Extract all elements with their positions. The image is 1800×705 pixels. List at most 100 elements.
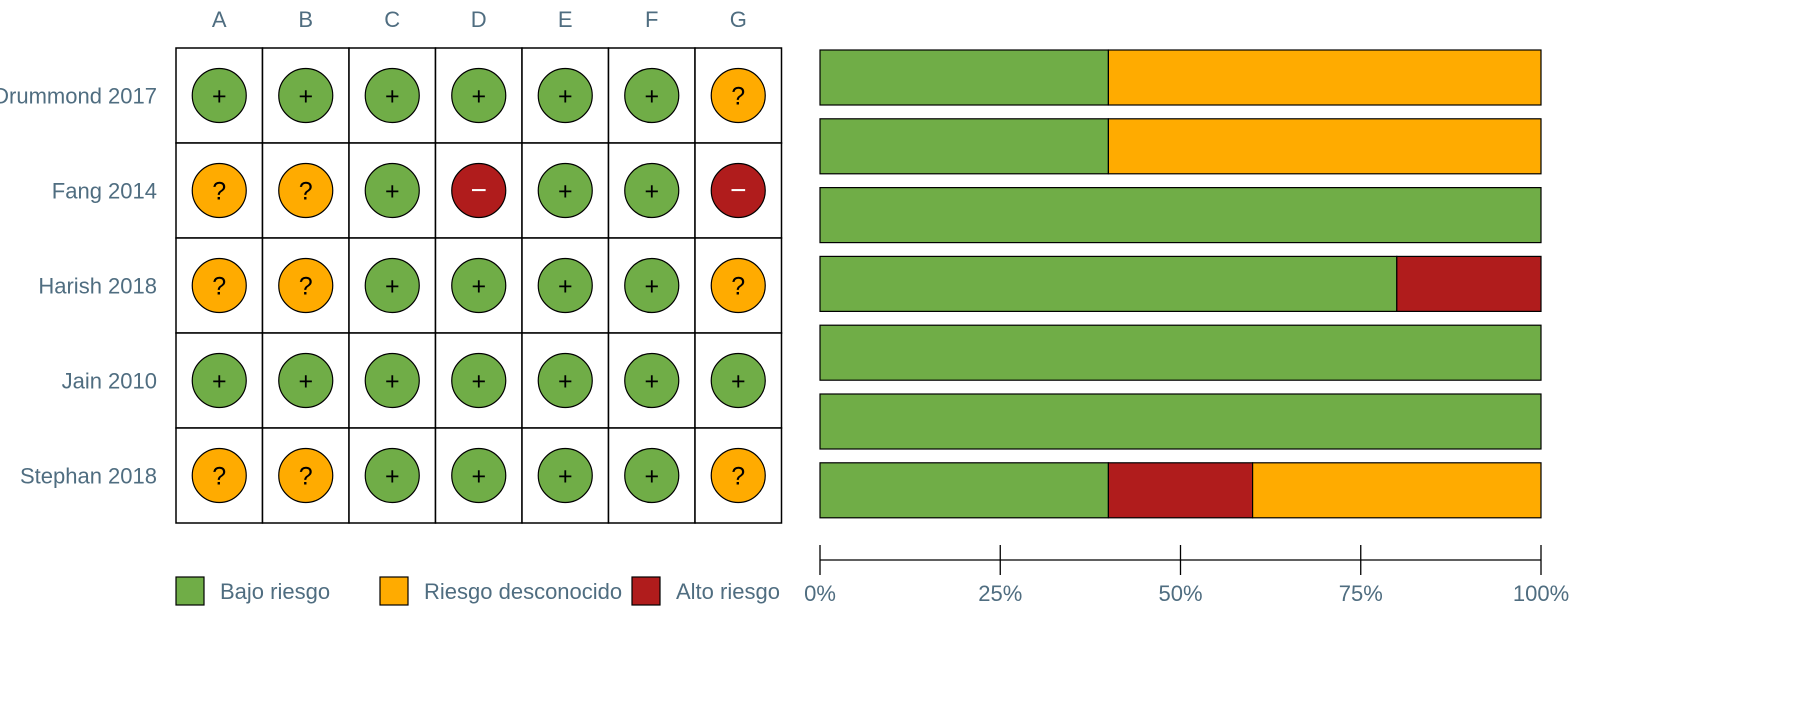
judgement-symbol: + xyxy=(471,83,486,111)
judgement-low-circle xyxy=(624,352,680,409)
judgement-unclear-circle xyxy=(191,447,247,504)
legend-label: Alto riesgo xyxy=(676,579,780,604)
bar-segment-high xyxy=(1396,255,1542,312)
judgement-low-circle xyxy=(624,447,680,504)
judgement-symbol: + xyxy=(298,83,313,111)
judgement-unclear-circle xyxy=(710,67,766,124)
judgement-low-circle xyxy=(278,352,334,409)
judgement-symbol: ? xyxy=(731,83,745,111)
judgement-symbol: ? xyxy=(212,463,226,491)
judgement-unclear-circle xyxy=(278,162,334,219)
judgement-symbol: + xyxy=(644,178,659,206)
domain-header: B xyxy=(298,7,313,32)
judgement-symbol: + xyxy=(212,83,227,111)
bar-segment-low xyxy=(819,462,1109,519)
bar-segment-unclear xyxy=(1107,49,1542,106)
judgement-high-circle xyxy=(451,162,507,219)
judgement-low-circle xyxy=(191,67,247,124)
judgement-low-circle xyxy=(364,352,420,409)
bar-segment-low xyxy=(819,324,1542,381)
judgement-low-circle xyxy=(451,447,507,504)
bar-segment-unclear xyxy=(1251,462,1542,519)
judgement-symbol: ? xyxy=(299,178,313,206)
judgement-low-circle xyxy=(364,162,420,219)
judgement-symbol: + xyxy=(644,368,659,396)
legend-swatch-unclear xyxy=(379,576,409,606)
judgement-symbol: + xyxy=(471,368,486,396)
judgement-symbol: + xyxy=(558,178,573,206)
judgement-low-circle xyxy=(624,162,680,219)
study-label: Stephan 2018 xyxy=(20,464,157,489)
judgement-low-circle xyxy=(451,67,507,124)
domain-header: D xyxy=(471,7,487,32)
judgement-low-circle xyxy=(191,352,247,409)
judgement-low-circle xyxy=(451,257,507,314)
judgement-symbol: + xyxy=(644,83,659,111)
legend-swatch-high xyxy=(631,576,661,606)
judgement-symbol: + xyxy=(471,273,486,301)
domain-header: F xyxy=(645,7,658,32)
judgement-low-circle xyxy=(364,447,420,504)
judgement-symbol: ? xyxy=(731,463,745,491)
judgement-unclear-circle xyxy=(191,257,247,314)
judgement-symbol: + xyxy=(212,368,227,396)
bar-segment-low xyxy=(819,49,1109,106)
bar-segment-low xyxy=(819,255,1398,312)
judgement-symbol: + xyxy=(558,83,573,111)
bar-segment-low xyxy=(819,118,1109,175)
judgement-symbol: + xyxy=(644,273,659,301)
judgement-symbol: ? xyxy=(299,463,313,491)
judgement-low-circle xyxy=(537,447,593,504)
judgement-unclear-circle xyxy=(191,162,247,219)
study-label: Drummond 2017 xyxy=(0,84,157,109)
judgement-symbol: + xyxy=(644,463,659,491)
judgement-low-circle xyxy=(537,352,593,409)
bar-segment-high xyxy=(1107,462,1254,519)
study-label: Fang 2014 xyxy=(52,179,157,204)
judgement-symbol: ? xyxy=(212,178,226,206)
x-tick-label: 100% xyxy=(1513,581,1569,606)
judgement-symbol: + xyxy=(385,368,400,396)
domain-header: G xyxy=(730,7,747,32)
judgement-high-circle xyxy=(710,162,766,219)
judgement-low-circle xyxy=(364,257,420,314)
judgement-symbol: + xyxy=(385,463,400,491)
x-tick-label: 50% xyxy=(1158,581,1202,606)
judgement-symbol: ? xyxy=(299,273,313,301)
judgement-unclear-circle xyxy=(278,257,334,314)
judgement-low-circle xyxy=(451,352,507,409)
judgement-unclear-circle xyxy=(710,257,766,314)
domain-header: C xyxy=(384,7,400,32)
legend-swatch-low xyxy=(175,576,205,606)
judgement-low-circle xyxy=(537,67,593,124)
judgement-low-circle xyxy=(364,67,420,124)
judgement-symbol: + xyxy=(558,463,573,491)
study-label: Harish 2018 xyxy=(38,274,157,299)
domain-header: A xyxy=(212,7,227,32)
legend-label: Riesgo desconocido xyxy=(424,579,622,604)
judgement-unclear-circle xyxy=(278,447,334,504)
judgement-low-circle xyxy=(624,257,680,314)
judgement-low-circle xyxy=(624,67,680,124)
judgement-unclear-circle xyxy=(710,447,766,504)
legend-label: Bajo riesgo xyxy=(220,579,330,604)
x-tick-label: 25% xyxy=(978,581,1022,606)
judgement-symbol: + xyxy=(558,368,573,396)
judgement-symbol: + xyxy=(731,368,746,396)
judgement-low-circle xyxy=(278,67,334,124)
x-tick-label: 0% xyxy=(804,581,836,606)
judgement-symbol: ? xyxy=(212,273,226,301)
bar-segment-unclear xyxy=(1107,118,1542,175)
x-tick-label: 75% xyxy=(1339,581,1383,606)
judgement-symbol: + xyxy=(558,273,573,301)
judgement-symbol: + xyxy=(471,463,486,491)
judgement-symbol: + xyxy=(385,178,400,206)
judgement-symbol: + xyxy=(385,83,400,111)
judgement-low-circle xyxy=(710,352,766,409)
judgement-symbol: + xyxy=(385,273,400,301)
judgement-symbol: − xyxy=(471,175,487,206)
judgement-low-circle xyxy=(537,257,593,314)
bar-segment-low xyxy=(819,187,1542,244)
study-label: Jain 2010 xyxy=(62,369,157,394)
judgement-symbol: ? xyxy=(731,273,745,301)
